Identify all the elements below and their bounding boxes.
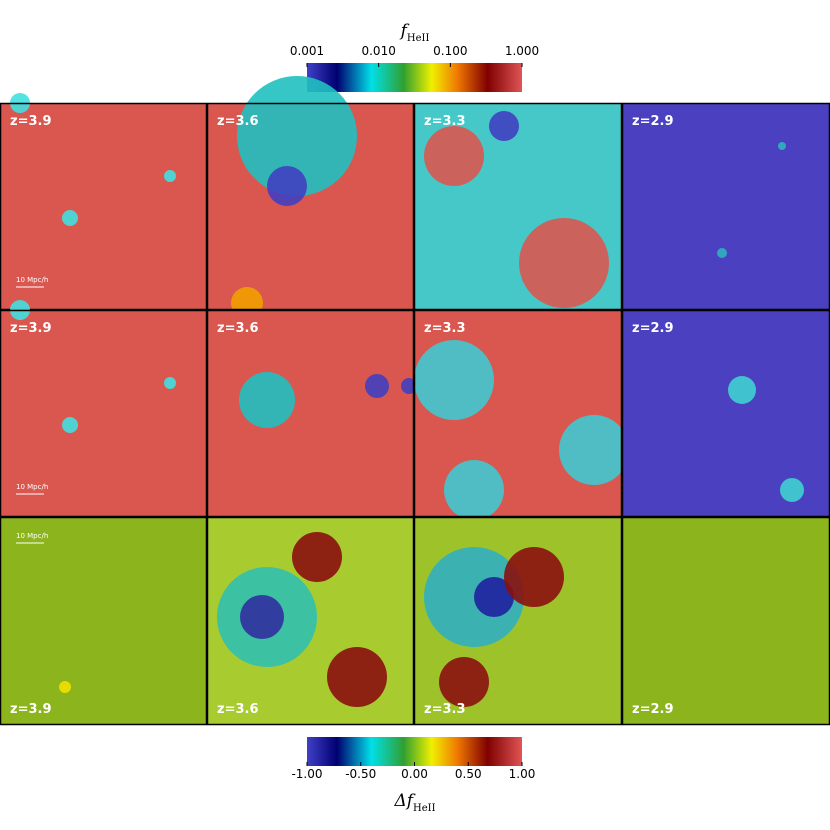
redshift-label: z=2.9: [632, 321, 674, 336]
panel-border: [413, 102, 623, 311]
structure: [728, 376, 756, 404]
title-symbol: f: [399, 21, 410, 41]
panel: z=2.9: [621, 309, 830, 518]
structure: [519, 218, 609, 308]
structure: [365, 374, 389, 398]
structure: [424, 126, 484, 186]
panel: z=2.9: [621, 516, 830, 726]
panel: z=3.9 10 Mpc/h: [0, 516, 208, 726]
panel-border: [206, 102, 415, 311]
structure: [240, 595, 284, 639]
colorbar-tick-label: 0.100: [433, 44, 467, 58]
top-colorbar: [307, 63, 522, 92]
panel: z=3.6: [206, 76, 415, 319]
colorbar-tick-label: 0.00: [401, 767, 428, 781]
structure: [559, 415, 629, 485]
structure: [327, 647, 387, 707]
panel-image: [622, 103, 830, 310]
colorbar-tick-label: 1.00: [509, 767, 536, 781]
bottom-colorbar: [307, 737, 522, 766]
structure: [164, 170, 176, 182]
colorbar-tick-label: -0.50: [345, 767, 376, 781]
panel-image: [207, 310, 414, 517]
structure: [717, 248, 727, 258]
structure: [780, 478, 804, 502]
redshift-label: z=2.9: [632, 114, 674, 129]
redshift-label: z=3.9: [10, 702, 52, 717]
redshift-label: z=3.3: [424, 321, 466, 336]
colorbar-tick-label: 1.000: [505, 44, 539, 58]
structure: [504, 547, 564, 607]
scale-bar-label: 10 Mpc/h: [16, 276, 48, 284]
panel: z=3.9 10 Mpc/h: [0, 93, 208, 311]
redshift-label: z=3.9: [10, 114, 52, 129]
panel-image: [622, 517, 830, 725]
structure: [439, 657, 489, 707]
structure: [292, 532, 342, 582]
panel: z=3.6: [206, 516, 415, 726]
structure: [414, 340, 494, 420]
title-subscript: HeII: [407, 33, 430, 44]
structure: [489, 111, 519, 141]
colorbar-tick-label: 0.50: [455, 767, 482, 781]
structure: [444, 460, 504, 520]
colorbar-tick-label: -1.00: [291, 767, 322, 781]
redshift-label: z=3.6: [217, 321, 259, 336]
panel-border: [413, 516, 623, 726]
structure: [62, 210, 78, 226]
scale-bar-label: 10 Mpc/h: [16, 532, 48, 540]
panel-image: [0, 517, 207, 725]
title-subscript: HeII: [413, 803, 436, 814]
panel: z=3.3: [413, 102, 623, 311]
redshift-label: z=3.9: [10, 321, 52, 336]
panel: z=3.3: [413, 309, 629, 520]
panel: z=3.3: [413, 516, 623, 726]
colorbar-tick-label: 0.010: [361, 44, 395, 58]
structure: [778, 142, 786, 150]
redshift-label: z=3.6: [217, 702, 259, 717]
structure: [164, 377, 176, 389]
structure: [239, 372, 295, 428]
structure: [62, 417, 78, 433]
scale-bar-label: 10 Mpc/h: [16, 483, 48, 491]
structure: [474, 577, 514, 617]
top-colorbar-title: fHeII: [399, 21, 430, 44]
redshift-label: z=3.3: [424, 114, 466, 129]
bottom-colorbar-title: ΔfHeII: [393, 791, 435, 814]
panel-border: [206, 516, 415, 726]
panel-image: [0, 103, 207, 310]
panel-border: [413, 309, 623, 518]
colorbar-tick-label: 0.001: [290, 44, 324, 58]
panel-border: [0, 309, 208, 518]
panel-image: [0, 310, 207, 517]
title-symbol: Δf: [393, 791, 415, 811]
panel-border: [206, 309, 415, 518]
panel: z=2.9: [621, 102, 830, 311]
structure: [237, 76, 357, 196]
redshift-label: z=3.3: [424, 702, 466, 717]
panel: z=3.9 10 Mpc/h: [0, 300, 208, 518]
structure: [267, 166, 307, 206]
redshift-label: z=3.6: [217, 114, 259, 129]
panel-border: [0, 516, 208, 726]
redshift-label: z=2.9: [632, 702, 674, 717]
structure: [59, 681, 71, 693]
panel-border: [0, 102, 208, 311]
panel: z=3.6: [206, 309, 417, 518]
